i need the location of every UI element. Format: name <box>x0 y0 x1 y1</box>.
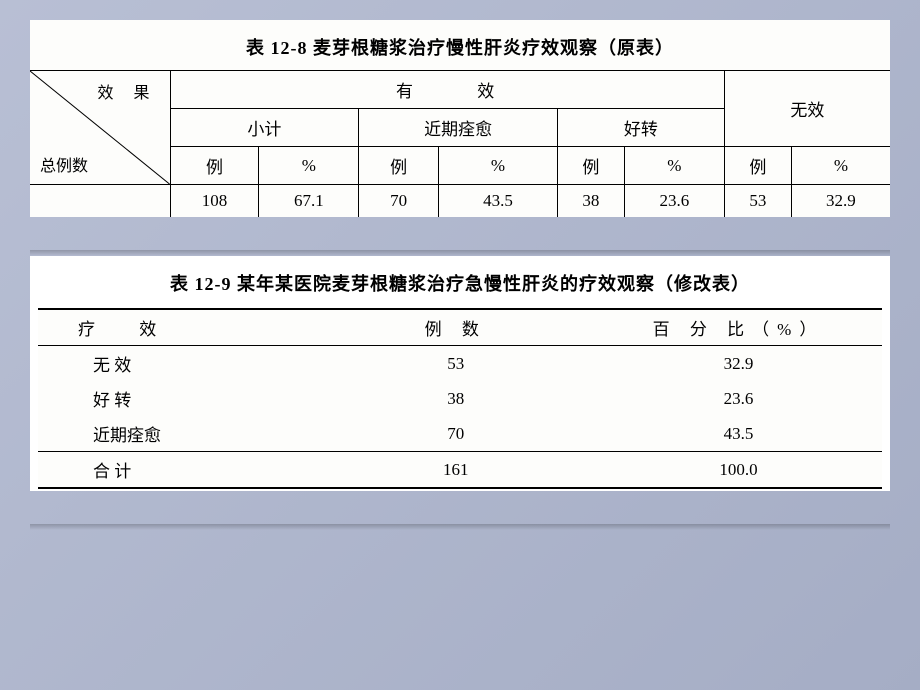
table2-col-cases: 例 数 <box>317 309 596 346</box>
table1-sub-improved: 好转 <box>557 109 724 147</box>
table1-data: 67.1 <box>259 185 359 218</box>
table1-data: 23.6 <box>624 185 724 218</box>
table2-row: 无 效 53 32.9 <box>38 346 882 382</box>
shadow-divider <box>30 524 890 530</box>
table2-section: 表 12-9 某年某医院麦芽根糖浆治疗急慢性肝炎的疗效观察（修改表） 疗 效 例… <box>30 256 890 491</box>
table1-col-cases: 例 <box>359 147 439 185</box>
table1-header-effective: 有 效 <box>170 71 724 109</box>
table2-row: 好 转 38 23.6 <box>38 381 882 416</box>
table2-cell-cases: 70 <box>317 416 596 452</box>
diag-label-bottom: 总例数 <box>40 152 88 176</box>
table1-col-pct: % <box>791 147 890 185</box>
table2-cell-cases: 38 <box>317 381 596 416</box>
table2-row: 近期痊愈 70 43.5 <box>38 416 882 452</box>
table2-cell-effect: 无 效 <box>38 346 317 382</box>
table2-cell-effect: 好 转 <box>38 381 317 416</box>
table1-data: 43.5 <box>439 185 558 218</box>
table1-data: 108 <box>170 185 259 218</box>
table1-col-pct: % <box>259 147 359 185</box>
table2: 疗 效 例 数 百 分 比（%） 无 效 53 32.9 好 转 38 23.6… <box>38 308 882 489</box>
table2-cell-cases: 53 <box>317 346 596 382</box>
table2-total-row: 合 计 161 100.0 <box>38 452 882 489</box>
table1-sub-recent: 近期痊愈 <box>359 109 558 147</box>
table1-data: 32.9 <box>791 185 890 218</box>
table1-col-pct: % <box>439 147 558 185</box>
diag-label-top: 效 果 <box>97 79 157 103</box>
table1: 效 果 总例数 有 效 无效 小计 近期痊愈 好转 例 % 例 % 例 % 例 … <box>30 70 890 217</box>
table2-col-effect: 疗 效 <box>38 309 317 346</box>
table1-data: 70 <box>359 185 439 218</box>
table1-header-ineffective: 无效 <box>724 71 890 147</box>
table2-total-cases: 161 <box>317 452 596 489</box>
table2-total-effect: 合 计 <box>38 452 317 489</box>
table2-cell-pct: 32.9 <box>595 346 882 382</box>
table2-total-pct: 100.0 <box>595 452 882 489</box>
table2-cell-effect: 近期痊愈 <box>38 416 317 452</box>
table2-cell-pct: 23.6 <box>595 381 882 416</box>
table1-empty <box>30 185 170 218</box>
table2-cell-pct: 43.5 <box>595 416 882 452</box>
table2-col-percent: 百 分 比（%） <box>595 309 882 346</box>
table1-col-cases: 例 <box>557 147 624 185</box>
table1-col-pct: % <box>624 147 724 185</box>
table1-col-cases: 例 <box>170 147 259 185</box>
table1-data: 38 <box>557 185 624 218</box>
table1-data: 53 <box>724 185 791 218</box>
table1-title: 表 12-8 麦芽根糖浆治疗慢性肝炎疗效观察（原表） <box>30 28 890 70</box>
table1-sub-subtotal: 小计 <box>170 109 359 147</box>
table1-section: 表 12-8 麦芽根糖浆治疗慢性肝炎疗效观察（原表） 效 果 总例数 有 效 无… <box>30 20 890 217</box>
table2-title: 表 12-9 某年某医院麦芽根糖浆治疗急慢性肝炎的疗效观察（修改表） <box>38 266 882 308</box>
table1-col-cases: 例 <box>724 147 791 185</box>
table1-diagonal-header: 效 果 总例数 <box>30 71 170 185</box>
